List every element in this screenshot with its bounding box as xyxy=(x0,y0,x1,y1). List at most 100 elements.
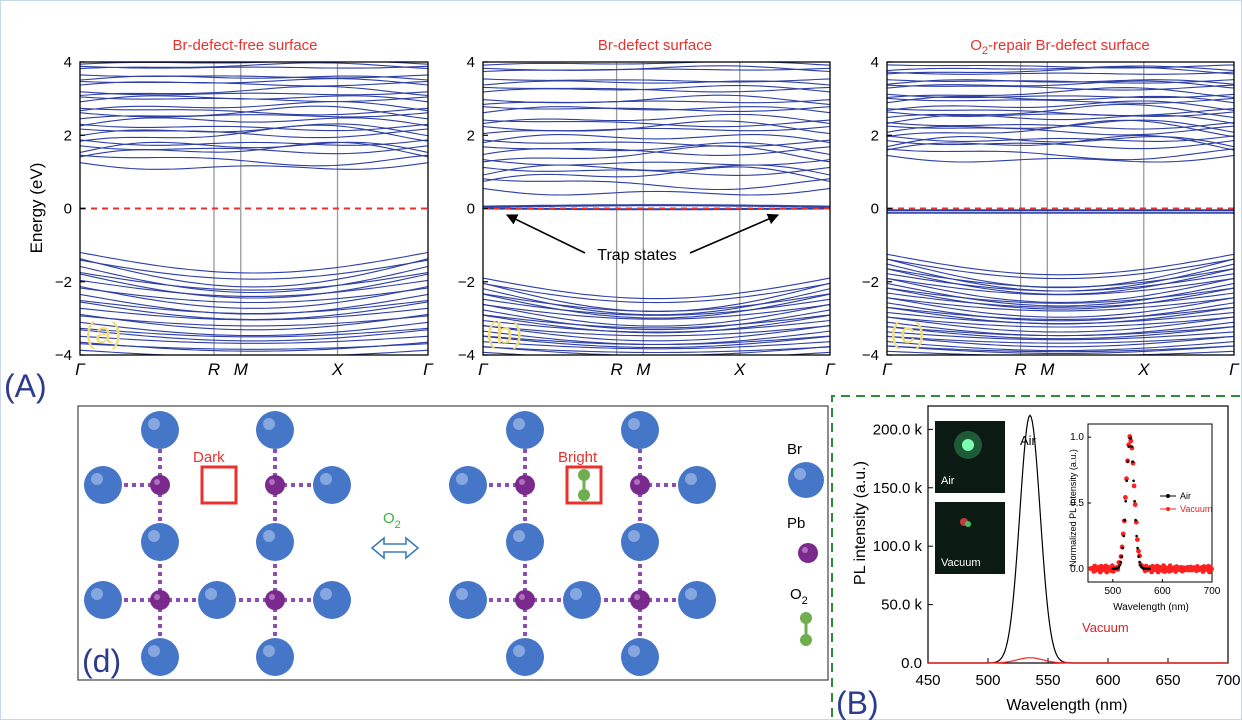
band-panel-a: Br-defect-free surface 420−2−4Γ R M X Γ(a) xyxy=(55,37,434,379)
br-atom-highlight xyxy=(513,530,525,542)
br-atom-highlight xyxy=(263,645,275,657)
pb-atom-highlight xyxy=(154,594,160,600)
figure-label-B: (B) xyxy=(836,685,879,720)
conduction-band-line xyxy=(483,145,830,163)
conduction-band-line xyxy=(483,166,830,176)
conduction-band-line xyxy=(887,140,1234,150)
conduction-band-line xyxy=(80,162,428,170)
figure-label-A: (A) xyxy=(4,368,47,404)
conduction-band-line xyxy=(887,95,1234,104)
band-panel-title: Br-defect surface xyxy=(598,37,712,54)
band-lines-group xyxy=(483,62,830,355)
inset-y-tick-label: 1.0 xyxy=(1070,432,1084,443)
pb-atom-highlight xyxy=(519,479,525,485)
conduction-band-line xyxy=(80,128,428,139)
conduction-band-line xyxy=(483,187,830,196)
band-x-tick-label: Γ xyxy=(423,360,434,379)
legend-pb-label: Pb xyxy=(787,515,805,532)
br-atom xyxy=(141,523,179,561)
conduction-band-line xyxy=(483,159,830,166)
dark-label: Dark xyxy=(193,449,225,466)
conduction-band-line xyxy=(483,99,830,104)
conduction-band-line xyxy=(887,57,1234,60)
br-atom-highlight xyxy=(263,530,275,542)
conduction-band-line xyxy=(887,103,1234,119)
inset-air-point xyxy=(1118,564,1121,567)
valence-band-line xyxy=(80,321,428,337)
band-x-tick-label: X xyxy=(331,360,344,379)
valence-band-line xyxy=(887,258,1234,280)
band-x-tick-label: R xyxy=(1014,360,1026,379)
valence-band-line xyxy=(887,302,1234,322)
trap-states-annotation: Trap states xyxy=(597,247,676,264)
pb-atom xyxy=(150,475,170,495)
valence-band-line xyxy=(887,335,1234,348)
band-panel-b: Br-defect surface 420−2−4Γ R M X Γ(b)Trap st… xyxy=(458,37,836,379)
title-prefix: O xyxy=(970,37,982,54)
conduction-band-line xyxy=(483,106,830,112)
pb-atom-highlight xyxy=(154,479,160,485)
band-y-tick-label: −4 xyxy=(55,347,72,364)
valence-band-line xyxy=(483,304,830,320)
conduction-band-line xyxy=(80,145,428,155)
valence-band-line xyxy=(80,301,428,321)
br-atom xyxy=(621,411,659,449)
band-y-tick-label: −4 xyxy=(458,347,475,364)
pb-atom-highlight xyxy=(269,594,275,600)
conduction-band-line xyxy=(887,121,1234,130)
band-y-axis-label: Energy (eV) xyxy=(27,163,46,254)
br-atom-highlight xyxy=(456,588,468,600)
pb-atom-highlight xyxy=(802,547,808,553)
valence-band-line xyxy=(887,306,1234,320)
valence-band-line xyxy=(887,297,1234,312)
band-x-tick-label: M xyxy=(636,360,651,379)
bright-label: Bright xyxy=(558,449,598,466)
pl-x-tick-label: 700 xyxy=(1215,672,1240,689)
inset-x-tick-label: 700 xyxy=(1204,586,1221,597)
valence-band-line xyxy=(887,341,1234,352)
valence-band-line xyxy=(483,351,830,355)
conduction-band-line xyxy=(80,96,428,103)
valence-band-line xyxy=(887,297,1234,318)
band-x-tick-label: M xyxy=(1040,360,1055,379)
band-y-tick-label: 4 xyxy=(64,54,72,71)
br-atom xyxy=(84,466,122,504)
br-atom xyxy=(621,523,659,561)
reversible-arrow-icon xyxy=(370,536,420,560)
pl-series-vacuum xyxy=(928,657,1228,664)
inset-legend-air: Air xyxy=(1180,491,1191,501)
band-lines-group xyxy=(80,62,428,363)
br-atom-highlight xyxy=(513,418,525,430)
valence-band-line xyxy=(483,325,830,337)
valence-band-line xyxy=(80,273,428,299)
valence-band-line xyxy=(887,345,1234,355)
valence-band-line xyxy=(887,292,1234,308)
conduction-band-line xyxy=(887,114,1234,125)
legend-o2-label: O2 xyxy=(790,586,808,607)
valence-band-line xyxy=(887,335,1234,344)
valence-band-line xyxy=(80,259,428,280)
valence-band-line xyxy=(887,273,1234,292)
trap-state-band xyxy=(483,204,830,208)
conduction-band-line xyxy=(80,107,428,116)
band-y-tick-label: 4 xyxy=(871,54,879,71)
pl-y-tick-label: 100.0 k xyxy=(873,538,923,555)
trap-state-band xyxy=(483,207,830,211)
br-atom xyxy=(449,466,487,504)
band-x-tick-label: Γ xyxy=(825,360,836,379)
br-atom-highlight xyxy=(205,588,217,600)
pl-y-axis-label: PL intensity (a.u.) xyxy=(852,461,869,585)
valence-band-line xyxy=(80,265,428,294)
valence-band-line xyxy=(80,358,428,363)
band-y-tick-label: 4 xyxy=(467,54,475,71)
valence-band-line xyxy=(887,345,1234,353)
br-atom-highlight xyxy=(263,418,275,430)
valence-band-line xyxy=(80,293,428,315)
valence-band-line xyxy=(887,268,1234,288)
valence-band-line xyxy=(80,299,428,315)
conduction-band-line xyxy=(887,125,1234,136)
pl-y-tick-label: 150.0 k xyxy=(873,480,923,497)
br-vacancy-marker xyxy=(200,465,238,505)
inset-x-axis-label: Wavelength (nm) xyxy=(1113,602,1189,613)
